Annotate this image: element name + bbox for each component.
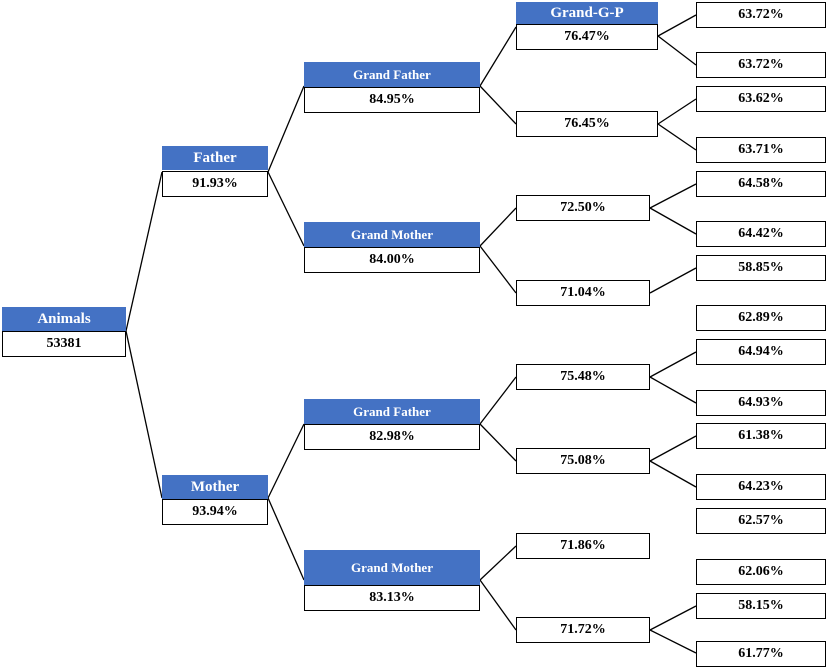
leaf-7: 58.85% xyxy=(696,255,826,281)
node-ggp-1-label: Grand-G-P xyxy=(516,2,658,24)
link-father-gm xyxy=(267,171,305,247)
leaf-9: 64.94% xyxy=(696,339,826,365)
node-ggp-3-value: 72.50% xyxy=(516,195,650,221)
node-ggp-1-value: 76.47% xyxy=(516,24,658,50)
leaf-14: 62.06% xyxy=(696,559,826,585)
link-animals-father xyxy=(125,171,163,332)
link-l9 xyxy=(649,351,697,378)
link-father-gf xyxy=(267,85,305,173)
node-ggp-8-value: 71.72% xyxy=(516,617,650,643)
leaf-6: 64.42% xyxy=(696,221,826,247)
link-l5 xyxy=(649,183,697,209)
node-ggp-4-value: 71.04% xyxy=(516,280,650,306)
node-father-grandmother-value: 84.00% xyxy=(304,247,480,273)
leaf-5: 64.58% xyxy=(696,171,826,197)
link-mgm-ggp1 xyxy=(479,545,517,581)
link-l12 xyxy=(649,460,697,488)
node-mother-grandmother-value: 83.13% xyxy=(304,585,480,611)
leaf-8: 62.89% xyxy=(696,305,826,331)
link-l16 xyxy=(649,629,697,654)
node-mother-value: 93.94% xyxy=(162,499,268,525)
leaf-13: 62.57% xyxy=(696,508,826,534)
node-father-grandfather-value: 84.95% xyxy=(304,87,480,113)
link-l11 xyxy=(649,435,697,462)
node-animals-value: 53381 xyxy=(2,331,126,357)
link-l3 xyxy=(657,98,697,125)
leaf-15: 58.15% xyxy=(696,593,826,619)
node-mother-grandfather-label: Grand Father xyxy=(304,399,480,424)
link-mgm-ggp2 xyxy=(479,579,517,631)
leaf-12: 64.23% xyxy=(696,474,826,500)
node-animals-label: Animals xyxy=(2,307,126,331)
leaf-3: 63.62% xyxy=(696,86,826,112)
node-father-value: 91.93% xyxy=(162,171,268,197)
link-mgf-ggp1 xyxy=(479,376,517,425)
link-mother-gf xyxy=(267,423,305,499)
link-l6 xyxy=(649,207,697,235)
link-mgf-ggp2 xyxy=(479,423,517,462)
leaf-2: 63.72% xyxy=(696,52,826,78)
node-ggp-5-value: 75.48% xyxy=(516,364,650,390)
leaf-16: 61.77% xyxy=(696,641,826,667)
leaf-10: 64.93% xyxy=(696,390,826,416)
node-father-grandfather-label: Grand Father xyxy=(304,62,480,87)
node-ggp-2-value: 76.45% xyxy=(516,111,658,137)
link-fgm-ggp2 xyxy=(479,245,517,294)
link-mother-gm xyxy=(267,497,305,581)
link-animals-mother xyxy=(125,330,163,499)
link-fgm-ggp1 xyxy=(479,207,517,247)
link-l10 xyxy=(649,376,697,404)
link-fgf-ggp1 xyxy=(479,26,517,87)
node-mother-grandmother-label: Grand Mother xyxy=(304,550,480,585)
leaf-11: 61.38% xyxy=(696,423,826,449)
node-ggp-7-value: 71.86% xyxy=(516,533,650,559)
link-l2 xyxy=(657,35,697,66)
link-l1 xyxy=(657,14,697,37)
leaf-1: 63.72% xyxy=(696,2,826,28)
link-l4 xyxy=(657,123,697,151)
node-mother-label: Mother xyxy=(162,475,268,499)
node-father-label: Father xyxy=(162,146,268,170)
link-l7 xyxy=(649,267,697,294)
node-mother-grandfather-value: 82.98% xyxy=(304,424,480,450)
leaf-4: 63.71% xyxy=(696,137,826,163)
link-fgf-ggp2 xyxy=(479,85,517,125)
link-l15 xyxy=(649,605,697,631)
node-ggp-6-value: 75.08% xyxy=(516,448,650,474)
node-father-grandmother-label: Grand Mother xyxy=(304,222,480,247)
